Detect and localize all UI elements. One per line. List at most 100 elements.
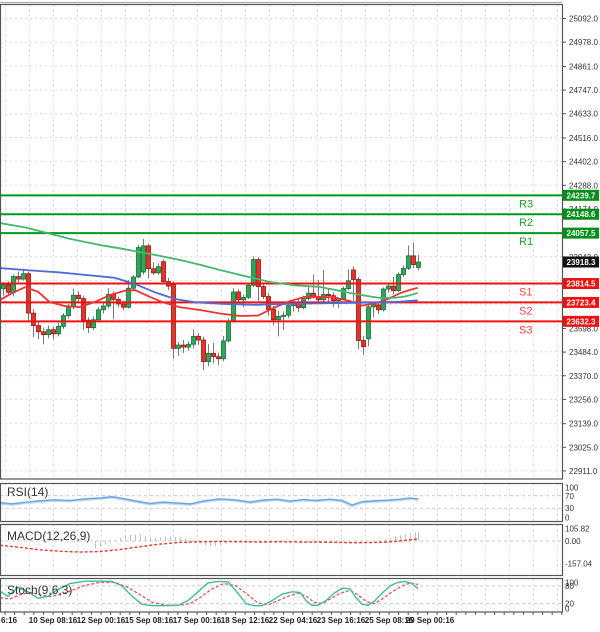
candle-up [126, 287, 131, 308]
candle-up [206, 352, 211, 363]
resistance-badge-r3-text: 24239.7 [567, 191, 596, 200]
candle-down [51, 329, 56, 335]
resistance-badge-r3 [563, 189, 599, 201]
candle-down [271, 308, 276, 321]
rsi-pane-label: RSI(14) [7, 485, 49, 499]
current-price-badge [563, 256, 599, 268]
rsi-pane [0, 482, 564, 523]
moving-averages [0, 222, 418, 317]
candle-up [91, 319, 96, 329]
candle-down [121, 303, 126, 308]
candle-down [361, 340, 366, 348]
candle-up [366, 306, 371, 340]
candle-down [196, 335, 201, 341]
candle-up [176, 344, 181, 349]
candle-down [161, 261, 166, 282]
y-tick-label: 23256.0 [569, 395, 598, 404]
candle-up [386, 285, 391, 290]
candle-down [86, 319, 91, 329]
stoch-tick-label: 100 [565, 579, 579, 588]
candle-up [71, 294, 76, 308]
x-tick-label: 23 Sep 16:16 [317, 616, 366, 625]
macd-signal-line [0, 538, 418, 553]
candle-up [226, 320, 231, 342]
candle-down [171, 284, 176, 349]
y-tick-label: 24747.0 [569, 86, 598, 95]
candle-up [401, 267, 406, 275]
candle-down [326, 294, 331, 297]
price-badges: 24239.7 24148.6 24057.5 23918.3 23814.5 23723… [563, 189, 599, 327]
candle-down [261, 286, 266, 297]
macd-tick-label: 105.82 [565, 525, 590, 534]
support-badge-s3 [563, 315, 599, 327]
candle-down [76, 294, 81, 299]
candle-down [16, 276, 21, 280]
candle-up [46, 329, 51, 336]
stoch-tick-label: 0 [565, 605, 570, 614]
resistance-label-r3: R3 [519, 198, 533, 210]
main-pane[interactable] [0, 3, 564, 480]
y-tick-label: 25092.0 [569, 14, 598, 23]
x-tick-label: 25 Sep 08:16 [365, 616, 414, 625]
pane-borders [0, 1, 564, 613]
candle-down [356, 279, 361, 341]
candle-down [26, 273, 31, 314]
y-tick-label: 23139.0 [569, 420, 598, 429]
indicator-guides [0, 495, 562, 605]
y-tick-label: 24288.0 [569, 181, 598, 190]
stoch-tick-label: 80 [565, 582, 574, 591]
candle-up [341, 288, 346, 299]
stoch-d-line [0, 581, 419, 607]
x-tick-label: 22 Sep 04:16 [269, 616, 318, 625]
candle-up [1, 284, 6, 290]
candle-up [141, 245, 146, 273]
support-badge-s2-text: 23723.4 [567, 298, 596, 307]
support-badge-s1 [563, 278, 599, 290]
ma-green-line [0, 222, 418, 299]
candle-down [146, 245, 151, 270]
candle-down [6, 284, 11, 293]
candle-up [21, 273, 26, 280]
candle-up [281, 314, 286, 317]
resistance-badge-r1 [563, 227, 599, 239]
macd-histogram [95, 531, 419, 549]
y-tick-label: 24516.0 [569, 134, 598, 143]
macd-tick-label: -157.04 [565, 559, 593, 568]
level-labels: R3 R2 R1 S1 S2 S3 [519, 198, 533, 336]
macd-pane [0, 523, 564, 577]
support-badge-s3-text: 23632.3 [567, 317, 596, 326]
x-tick-label: 17 Sep 00:16 [173, 616, 222, 625]
y-tick-label: 23025.0 [569, 443, 598, 452]
rsi-shadow-line [0, 497, 419, 508]
candle-up [286, 305, 291, 316]
ma-blue-line [0, 267, 418, 306]
rsi-tick-label: 30 [565, 504, 574, 513]
x-tick-label: 12 Sep 00:16 [77, 616, 126, 625]
candle-down [36, 325, 41, 333]
rsi-tick-label: 70 [565, 492, 574, 501]
level-lines [0, 194, 562, 323]
ma-red-line [0, 286, 418, 317]
candle-down [376, 304, 381, 311]
support-label-s3: S3 [519, 324, 532, 336]
resistance-label-r2: R2 [519, 217, 533, 229]
candle-down [311, 292, 316, 297]
support-badge-s2 [563, 296, 599, 308]
resistance-badge-r1-text: 24057.5 [567, 229, 596, 238]
candle-down [351, 269, 356, 280]
stoch-tick-label: 20 [565, 600, 574, 609]
candle-up [246, 284, 251, 298]
macd-pane-label: MACD(12,26,9) [7, 529, 91, 543]
candle-down [41, 331, 46, 336]
support-badge-s1-text: 23814.5 [567, 280, 596, 289]
stoch-pane [0, 577, 564, 613]
rsi-tick-label: 0 [565, 514, 570, 523]
resistance-label-r1: R1 [519, 236, 533, 248]
candle-up [136, 247, 141, 278]
support-label-s1: S1 [519, 287, 532, 299]
candle-up [276, 316, 281, 321]
candle-up [56, 325, 61, 335]
candle-up [221, 340, 226, 360]
